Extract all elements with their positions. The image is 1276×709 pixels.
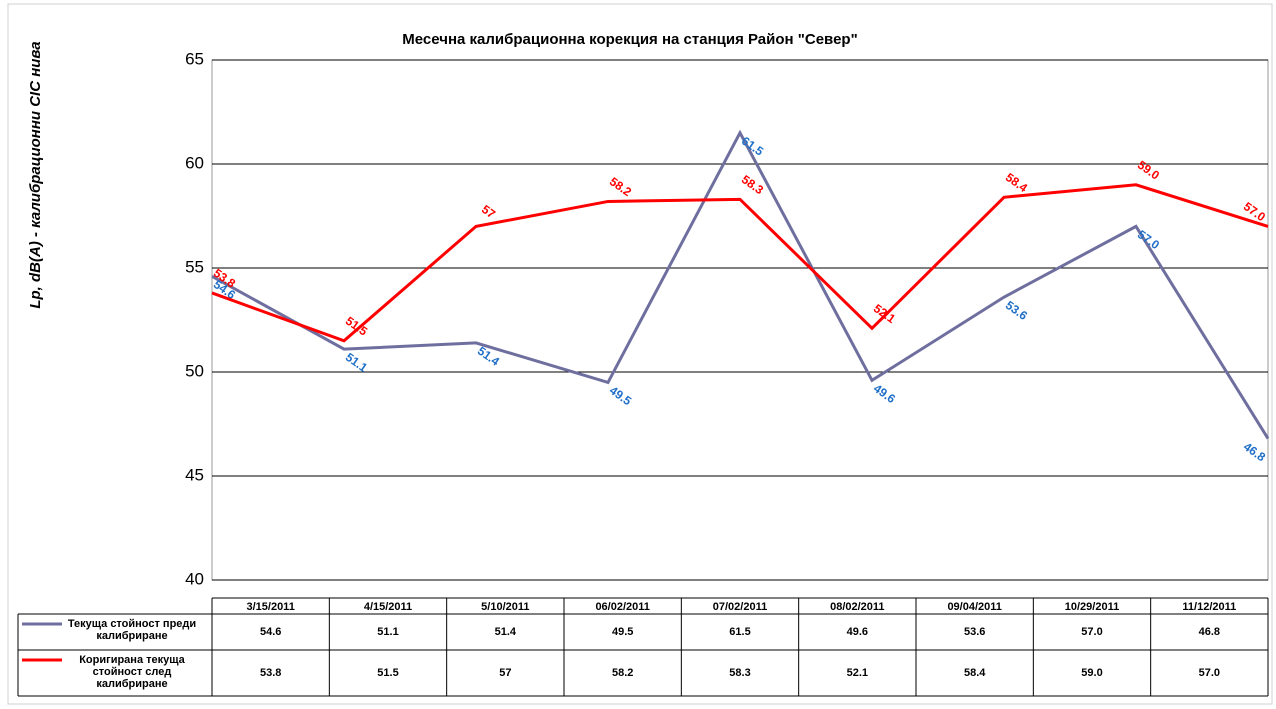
series-line (211, 183, 1269, 343)
x-tick-label: 10/29/2011 (1065, 601, 1119, 613)
table-cell: 53.8 (260, 667, 281, 679)
x-tick-label: 5/10/2011 (481, 601, 529, 613)
y-tick-label: 55 (185, 257, 204, 276)
table-cell: 57 (499, 667, 511, 679)
table-cell: 57.0 (1081, 626, 1102, 638)
table-cell: 59.0 (1081, 667, 1102, 679)
series-line (211, 129, 1270, 440)
chart-title: Месечна калибрационна корекция на станци… (402, 31, 857, 48)
x-tick-label: 06/02/2011 (595, 601, 649, 613)
legend-label: Текуща стойност преди калибриране (67, 618, 197, 642)
y-tick-label: 45 (185, 465, 204, 484)
table-cell: 51.1 (377, 626, 398, 638)
x-tick-label: 08/02/2011 (830, 601, 884, 613)
table-cell: 52.1 (847, 667, 868, 679)
legend-label: Коригирана текуща стойност след калибрир… (79, 654, 185, 690)
x-tick-label: 4/15/2011 (364, 601, 412, 613)
x-tick-label: 07/02/2011 (713, 601, 767, 613)
table-cell: 54.6 (260, 626, 281, 638)
y-tick-label: 65 (185, 49, 204, 68)
table-cell: 58.4 (964, 667, 986, 679)
y-tick-label: 40 (185, 569, 204, 588)
chart-border (7, 3, 1273, 705)
table-cell: 57.0 (1199, 667, 1220, 679)
table-cell: 49.6 (847, 626, 868, 638)
x-tick-label: 09/04/2011 (947, 601, 1001, 613)
table-cell: 49.5 (612, 626, 633, 638)
y-axis-label: Lp, dB(A) - калибрационни СІС нива (27, 41, 44, 308)
table-cell: 61.5 (729, 626, 750, 638)
table-cell: 46.8 (1199, 626, 1220, 638)
y-tick-label: 60 (185, 153, 204, 172)
table-cell: 53.6 (964, 626, 985, 638)
table-cell: 58.3 (729, 667, 750, 679)
table-cell: 58.2 (612, 667, 633, 679)
y-tick-label: 50 (185, 361, 204, 380)
x-tick-label: 11/12/2011 (1182, 601, 1236, 613)
x-tick-label: 3/15/2011 (246, 601, 294, 613)
table-cell: 51.5 (377, 667, 398, 679)
table-cell: 51.4 (495, 626, 517, 638)
